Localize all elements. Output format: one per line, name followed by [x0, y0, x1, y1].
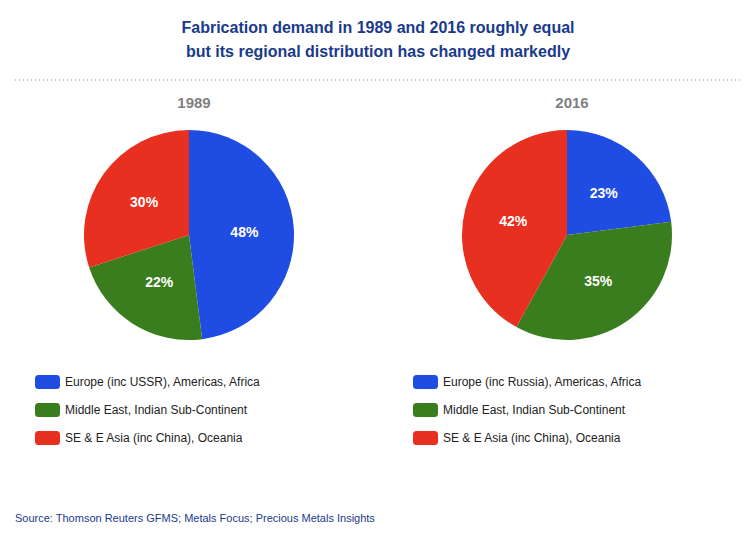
svg-text:2016: 2016: [555, 94, 588, 111]
svg-text:22%: 22%: [145, 274, 174, 290]
svg-text:Fabrication demand in 1989 and: Fabrication demand in 1989 and 2016 roug…: [182, 19, 575, 36]
svg-text:Middle East, Indian Sub-Contin: Middle East, Indian Sub-Continent: [443, 403, 626, 417]
svg-text:42%: 42%: [499, 213, 528, 229]
svg-text:Europe (inc USSR), Americas, A: Europe (inc USSR), Americas, Africa: [65, 375, 260, 389]
svg-text:48%: 48%: [230, 224, 259, 240]
svg-text:23%: 23%: [590, 185, 619, 201]
svg-text:1989: 1989: [177, 94, 210, 111]
svg-text:but its regional distribution: but its regional distribution has change…: [186, 43, 570, 60]
svg-text:Middle East, Indian Sub-Contin: Middle East, Indian Sub-Continent: [65, 403, 248, 417]
svg-text:30%: 30%: [130, 194, 159, 210]
svg-text:Source: Thomson Reuters GFMS;: Source: Thomson Reuters GFMS; Metals Foc…: [15, 512, 375, 524]
svg-text:SE & E Asia (inc China), Ocean: SE & E Asia (inc China), Oceania: [65, 431, 243, 445]
svg-text:SE & E Asia (inc China), Ocean: SE & E Asia (inc China), Oceania: [443, 431, 621, 445]
svg-text:Europe (inc Russia), Americas,: Europe (inc Russia), Americas, Africa: [443, 375, 641, 389]
svg-text:35%: 35%: [584, 273, 613, 289]
